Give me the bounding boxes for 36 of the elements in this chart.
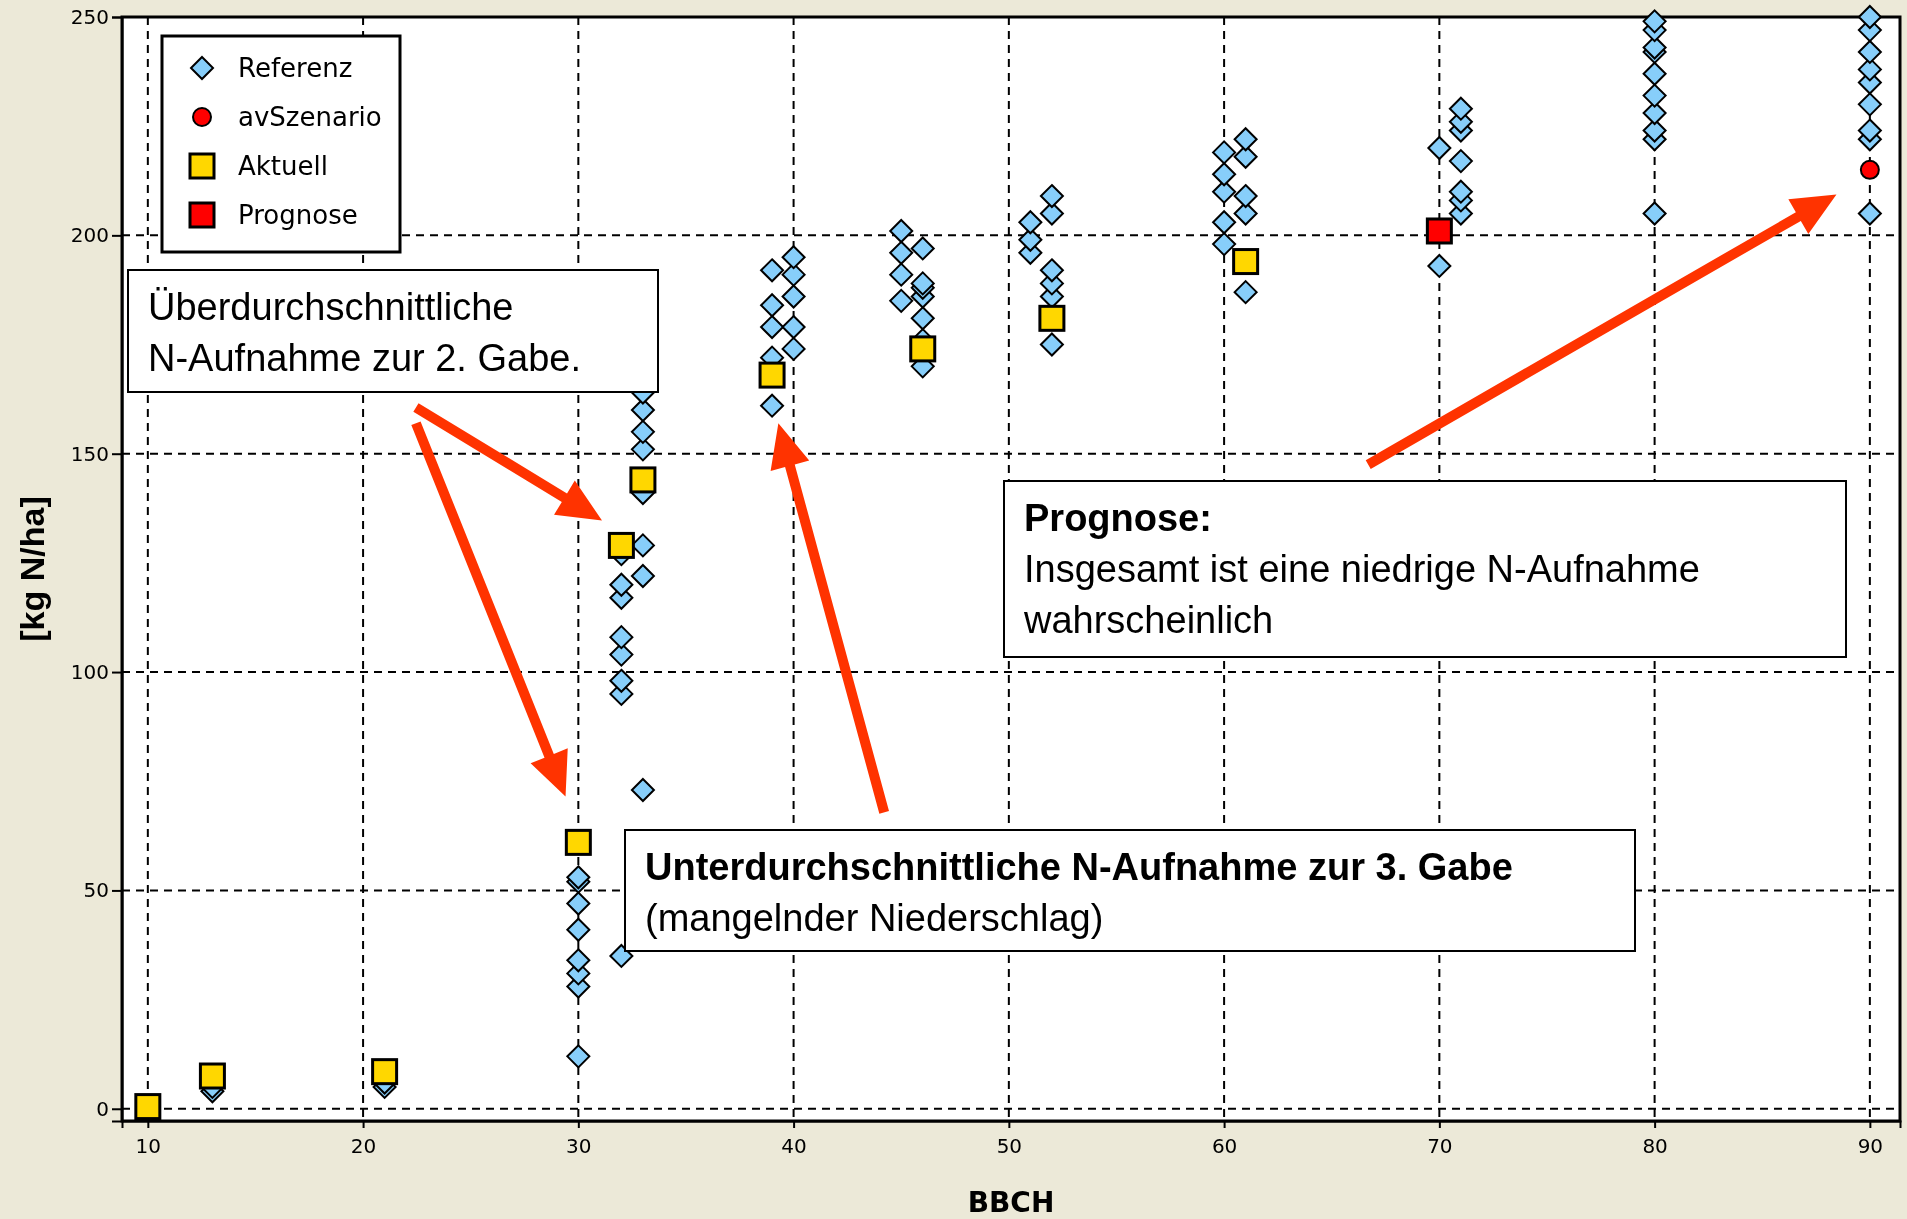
y-tick-label: 100 <box>70 659 109 684</box>
point <box>1859 159 1880 180</box>
x-tick-label: 50 <box>996 1134 1023 1158</box>
x-tick-label: 80 <box>1642 1134 1668 1158</box>
point <box>607 531 635 559</box>
x-axis-title: BBCH <box>967 1186 1055 1219</box>
point <box>1038 304 1066 332</box>
x-tick-label: 30 <box>566 1134 592 1158</box>
x-tick-label: 10 <box>135 1134 162 1158</box>
point <box>758 361 786 389</box>
legend-label: Aktuell <box>238 151 328 182</box>
legend-label: Prognose <box>238 200 358 231</box>
point <box>629 466 657 494</box>
x-tick-label: 40 <box>781 1134 807 1158</box>
y-tick-label: 0 <box>96 1096 109 1121</box>
y-axis-title: [kg N/ha] <box>13 496 51 642</box>
point <box>134 1093 162 1121</box>
x-tick-label: 60 <box>1211 1134 1238 1158</box>
point <box>1425 217 1453 245</box>
point <box>564 828 592 856</box>
annotation: Überdurchschnittliche N-Aufnahme zur 2. Gabe. <box>148 286 581 379</box>
y-tick-label: 200 <box>70 223 109 248</box>
x-tick-label: 20 <box>350 1134 377 1158</box>
point <box>371 1058 399 1086</box>
x-tick-label: 70 <box>1427 1134 1453 1158</box>
x-tick-label: 90 <box>1857 1134 1884 1158</box>
legend-label: avSzenario <box>238 102 382 133</box>
point <box>909 335 937 363</box>
annotation: Prognose: Insgesamt ist eine niedrige N-Aufnahme wahrscheinlich <box>1023 497 1700 641</box>
y-tick-label: 150 <box>70 441 109 466</box>
legend-label: Referenz <box>238 53 353 84</box>
annotation: Unterdurchschnittliche N-Aufnahme zur 3. Gabe (mangelnder Niederschlag) <box>645 846 1513 939</box>
y-tick-label: 250 <box>70 4 109 29</box>
point <box>198 1062 226 1090</box>
point <box>1232 248 1260 276</box>
y-tick-label: 50 <box>83 878 109 903</box>
